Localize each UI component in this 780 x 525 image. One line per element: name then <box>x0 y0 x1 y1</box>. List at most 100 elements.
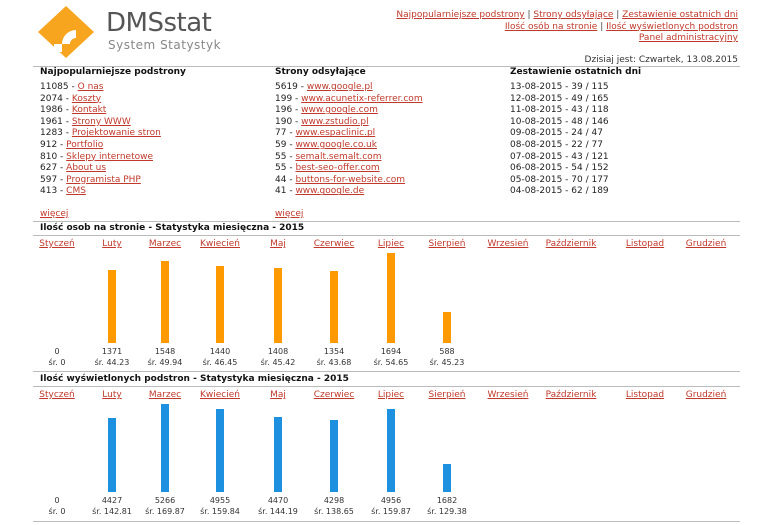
referrer-link[interactable]: www.espaclinic.pl <box>295 128 376 139</box>
month-link[interactable]: Luty <box>102 239 122 249</box>
popular-page-link[interactable]: Koszty <box>71 93 102 104</box>
brand-subtitle: System Statystyk <box>108 38 222 52</box>
month-link[interactable]: Lipiec <box>377 239 405 249</box>
visitors-count: 1408 <box>267 347 289 356</box>
visitors-average: śr. 49.94 <box>147 358 183 367</box>
month-link[interactable]: Listopad <box>625 390 665 400</box>
nav-recent-days[interactable]: Zestawienie ostatnich dni <box>622 10 738 20</box>
popular-count: 912 <box>40 139 58 150</box>
popular-page-link[interactable]: Kontakt <box>71 105 107 116</box>
visitors-count: 1354 <box>323 347 345 356</box>
visitors-value-label: 588 śr. 45.23 <box>417 346 477 368</box>
pageviews-count: 4427 <box>101 496 123 505</box>
popular-page-link[interactable]: Projektowanie stron <box>71 128 161 139</box>
recent-day-row: 04-08-2015 - 62 / 189 <box>510 186 609 197</box>
popular-row: 627 - About us <box>40 163 107 174</box>
recent-day-row: 07-08-2015 - 43 / 121 <box>510 151 609 162</box>
referrer-link[interactable]: best-seo-offer.com <box>295 163 380 174</box>
month-link[interactable]: Lipiec <box>377 390 405 400</box>
popular-row: 2074 - Koszty <box>40 93 102 104</box>
pageviews-average: śr. 169.87 <box>145 507 185 516</box>
month-link[interactable]: Marzec <box>148 239 182 249</box>
referrer-link[interactable]: www.google.pl <box>306 82 373 92</box>
referrer-link[interactable]: www.google.com <box>301 105 378 116</box>
popular-page-link[interactable]: Strony WWW <box>71 116 131 127</box>
month-link[interactable]: Kwiecień <box>200 239 240 249</box>
pageviews-count: 4956 <box>380 496 402 505</box>
referrer-link[interactable]: www.google.co.uk <box>295 139 377 150</box>
visitors-count: 0 <box>54 347 60 356</box>
popular-page-link[interactable]: About us <box>66 163 107 174</box>
month-link[interactable]: Styczeń <box>39 239 75 249</box>
month-link[interactable]: Marzec <box>148 390 182 400</box>
referrer-link[interactable]: www.zstudio.pl <box>301 116 369 127</box>
popular-page-link[interactable]: CMS <box>66 186 86 197</box>
referrer-count: 59 <box>275 139 287 150</box>
nav-popular-pages[interactable]: Najpopularniejsze podstrony <box>396 10 525 20</box>
divider <box>33 521 740 522</box>
popular-pages-title: Najpopularniejsze podstrony <box>40 67 186 77</box>
popular-row: 11085 - O nas <box>40 82 104 92</box>
referrer-link[interactable]: semalt.semalt.com <box>295 151 382 162</box>
referrer-row: 59 - www.google.co.uk <box>275 139 377 150</box>
visitors-value-label: 0 śr. 0 <box>27 346 87 368</box>
referrer-count: 55 <box>275 163 287 174</box>
month-link[interactable]: Listopad <box>625 239 665 249</box>
pageviews-bar <box>216 409 224 492</box>
popular-page-link[interactable]: Sklepy internetowe <box>66 151 154 162</box>
month-link[interactable]: Czerwiec <box>313 239 355 249</box>
month-link[interactable]: Wrzesień <box>487 390 529 400</box>
referrer-link[interactable]: www.google.de <box>295 186 365 197</box>
month-link[interactable]: Maj <box>270 239 286 249</box>
divider <box>33 235 740 236</box>
nav-referrers[interactable]: Strony odsyłające <box>533 10 614 20</box>
referrers-more-link[interactable]: więcej <box>275 209 304 219</box>
visitors-chart-title: Ilość osob na stronie - Statystyka miesi… <box>40 223 305 233</box>
visitors-value-label: 1354 śr. 43.68 <box>304 346 364 368</box>
referrer-row: 44 - buttons-for-website.com <box>275 174 406 185</box>
pageviews-value-label: 4298 śr. 138.65 <box>304 495 364 517</box>
month-link[interactable]: Grudzień <box>685 239 727 249</box>
popular-count: 1283 <box>40 128 63 139</box>
visitors-average: śr. 45.23 <box>429 358 465 367</box>
popular-page-link[interactable]: Portfolio <box>66 139 104 150</box>
referrer-row: 5619 - www.google.pl <box>275 82 373 92</box>
nav-admin-panel[interactable]: Panel administracyjny <box>638 33 738 43</box>
month-link[interactable]: Styczeń <box>39 390 75 400</box>
popular-more-link[interactable]: więcej <box>40 209 69 219</box>
popular-count: 597 <box>40 174 58 185</box>
popular-row: 912 - Portfolio <box>40 139 104 150</box>
referrer-link[interactable]: buttons-for-website.com <box>295 174 406 185</box>
month-link[interactable]: Kwiecień <box>200 390 240 400</box>
divider <box>33 371 740 372</box>
month-link[interactable]: Sierpień <box>428 239 466 249</box>
recent-days-title: Zestawienie ostatnich dni <box>510 67 642 77</box>
nav-visitors[interactable]: Ilość osób na stronie <box>504 21 598 32</box>
visitors-count: 1694 <box>380 347 402 356</box>
month-link[interactable]: Październik <box>545 390 597 400</box>
visitors-count: 1440 <box>209 347 231 356</box>
visitors-bar <box>330 271 338 343</box>
divider <box>33 221 740 222</box>
visitors-bar <box>387 253 395 343</box>
popular-page-link[interactable]: Programista PHP <box>66 174 141 185</box>
month-link[interactable]: Grudzień <box>685 390 727 400</box>
month-link[interactable]: Luty <box>102 390 122 400</box>
pageviews-count: 0 <box>54 496 60 505</box>
visitors-average: śr. 45.42 <box>260 358 296 367</box>
visitors-average: śr. 0 <box>48 358 66 367</box>
month-link[interactable]: Październik <box>545 239 597 249</box>
month-link[interactable]: Czerwiec <box>313 390 355 400</box>
pageviews-count: 4298 <box>323 496 345 505</box>
month-link[interactable]: Wrzesień <box>487 239 529 249</box>
referrers-title: Strony odsyłające <box>275 67 366 77</box>
month-link[interactable]: Maj <box>270 390 286 400</box>
pageviews-value-label: 4470 śr. 144.19 <box>248 495 308 517</box>
pageviews-value-label: 4955 śr. 159.84 <box>190 495 250 517</box>
popular-page-link[interactable]: O nas <box>77 82 104 92</box>
referrer-link[interactable]: www.acunetix-referrer.com <box>301 93 423 104</box>
month-link[interactable]: Sierpień <box>428 390 466 400</box>
popular-count: 2074 <box>40 93 63 104</box>
visitors-value-label: 1440 śr. 46.45 <box>190 346 250 368</box>
nav-pageviews[interactable]: Ilość wyświetlonych podstron <box>606 21 738 32</box>
